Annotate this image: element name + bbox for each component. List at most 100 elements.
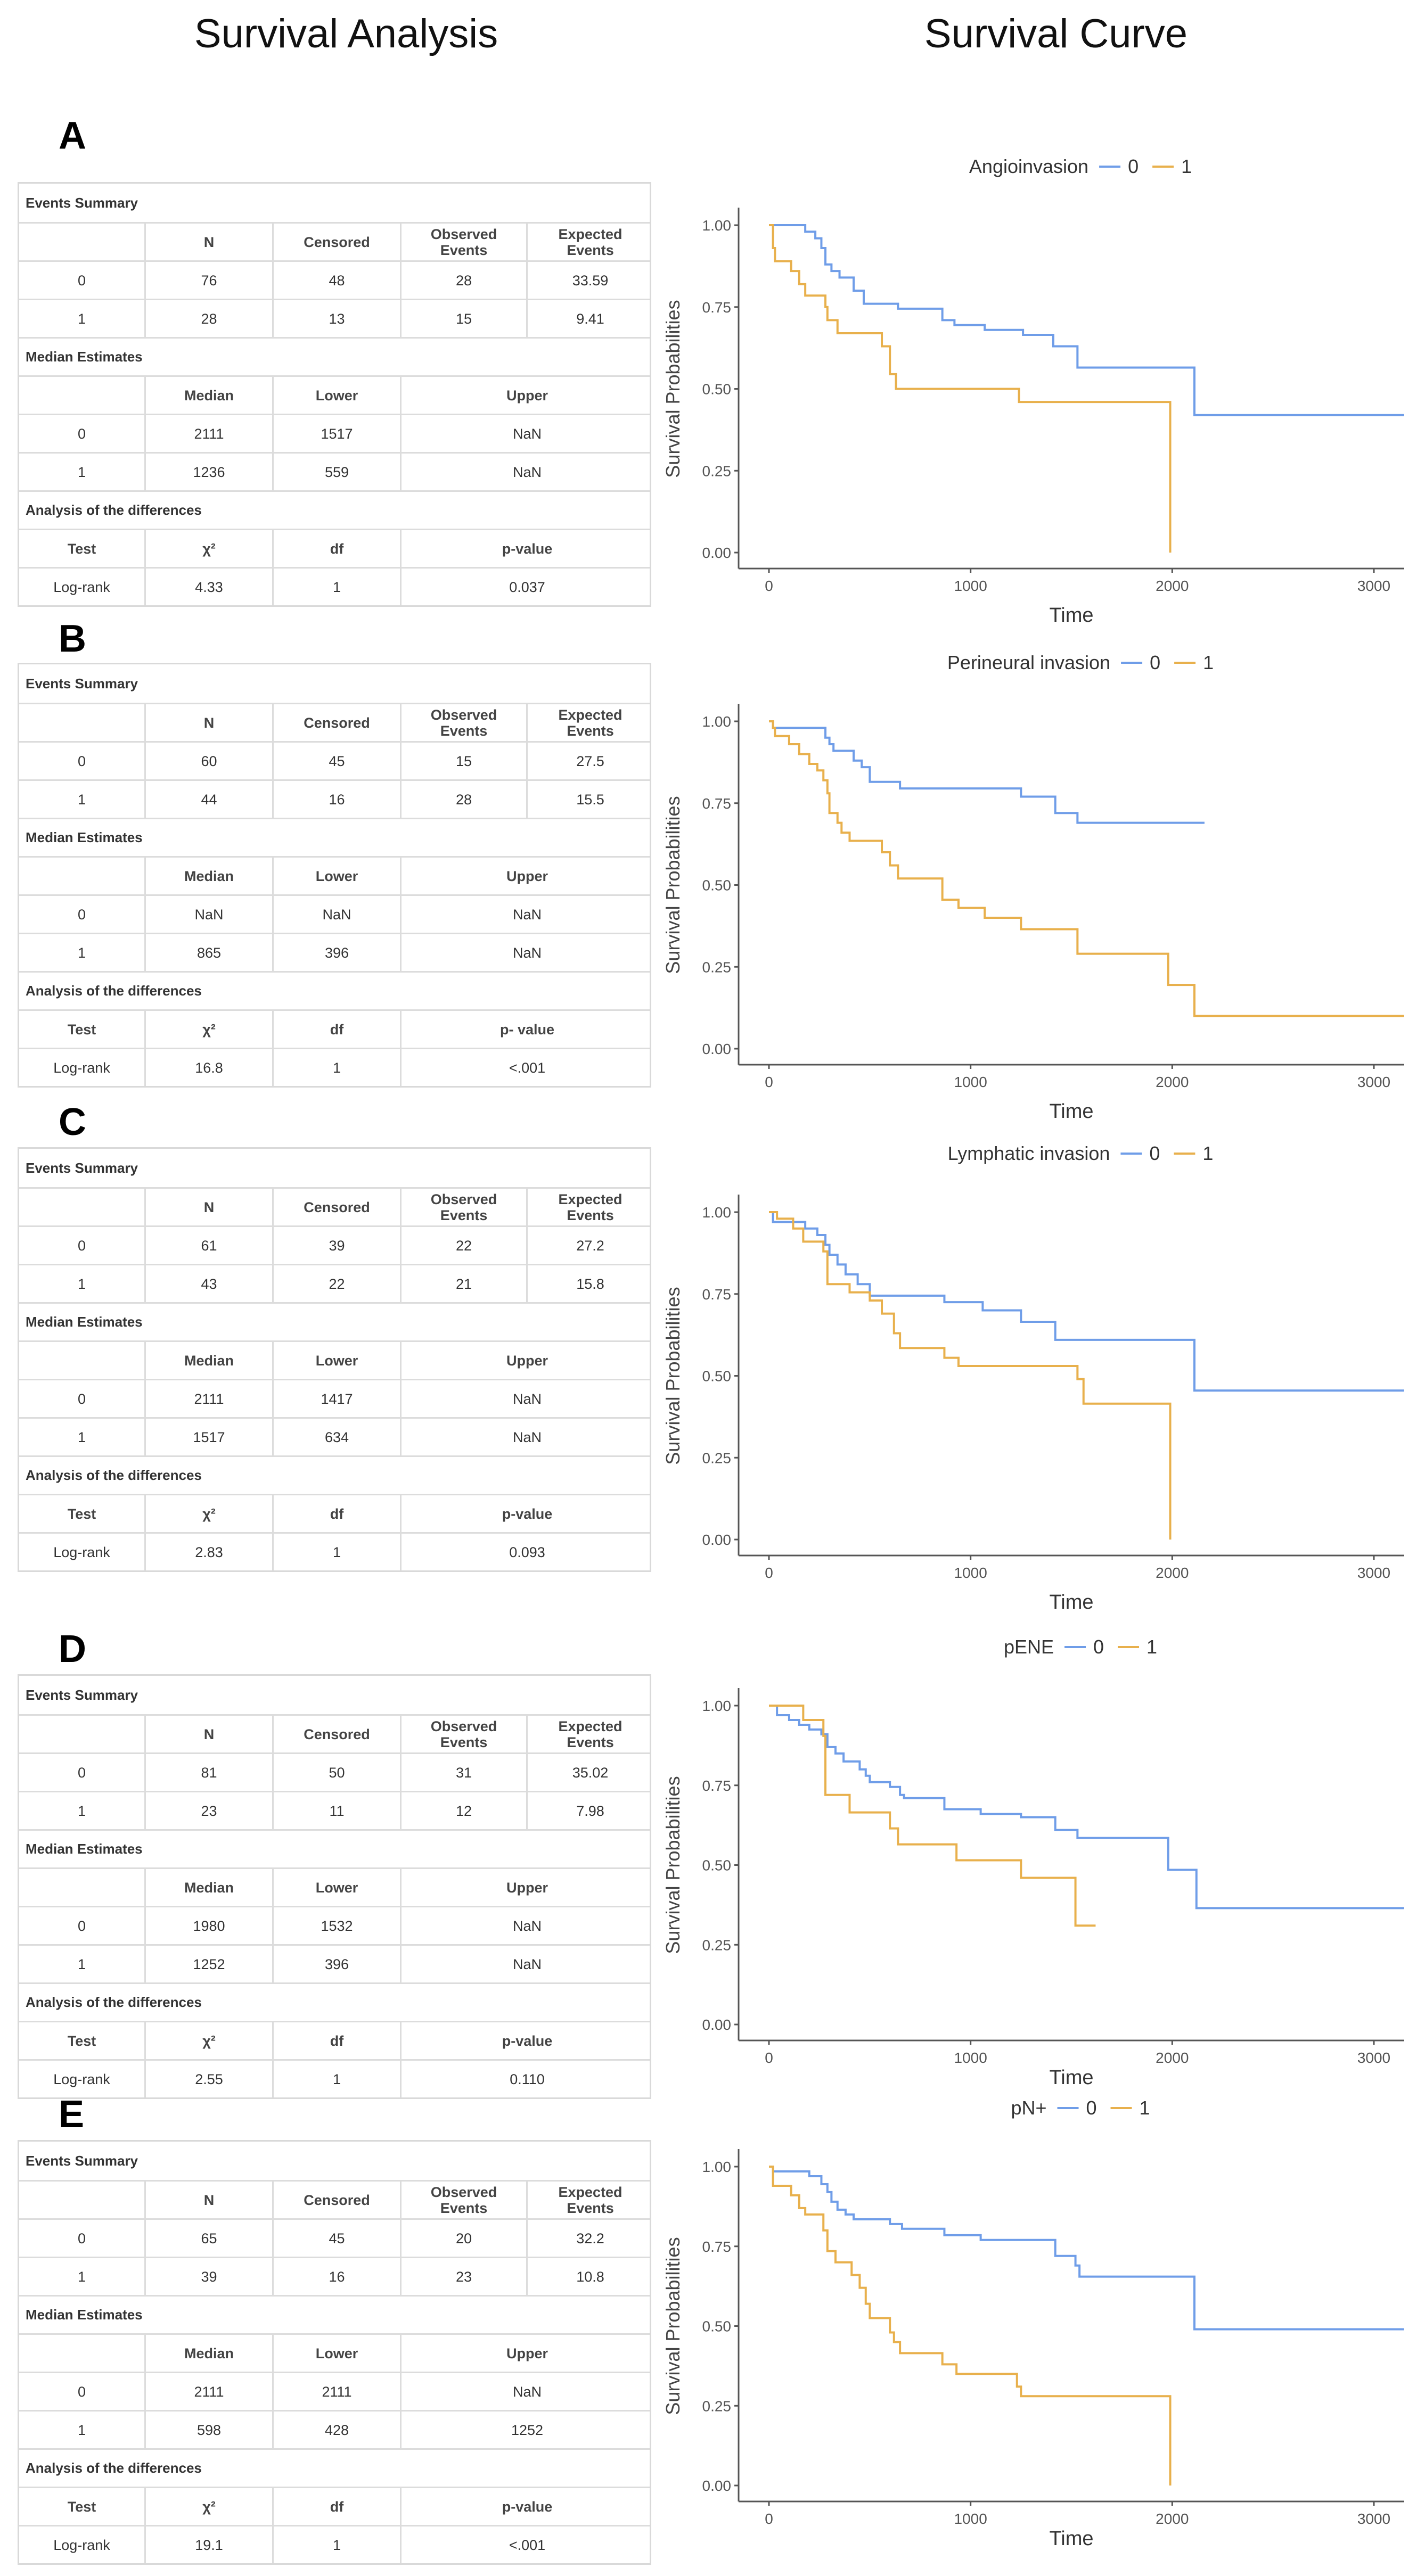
survival-table-d: Events Summary N Censored Observed Events Ex… <box>18 1674 651 2099</box>
column-header: Median <box>144 1342 272 1379</box>
cell-text: 27.5 <box>576 753 604 769</box>
cell-text: 1 <box>332 1059 341 1076</box>
legend-label-0: 0 <box>1128 155 1139 177</box>
x-tick-label: 3000 <box>1357 578 1390 594</box>
cell-text: NaN <box>512 2383 542 2400</box>
events-summary-row: 0 76 48 28 33.59 <box>19 260 650 299</box>
x-axis-title: Time <box>1049 2528 1093 2550</box>
cell-text: 19.1 <box>195 2537 223 2553</box>
y-axis-title: Survival Probabilities <box>662 300 684 478</box>
column-header: Expected Events <box>526 2182 653 2218</box>
table-cell: 598 <box>144 2412 272 2448</box>
column-header: Lower <box>272 2335 400 2372</box>
median-estimates-title: Median Estimates <box>26 2307 143 2323</box>
column-header: N <box>144 1716 272 1752</box>
y-tick-label: 1.00 <box>702 713 732 730</box>
cell-text: 1 <box>77 2422 86 2438</box>
column-header: df <box>272 1495 400 1532</box>
column-header: Upper <box>400 377 653 414</box>
cell-text: 1 <box>332 1544 341 1560</box>
cell-text: 43 <box>201 1275 217 1292</box>
cell-text: Upper <box>506 1352 548 1369</box>
cell-text: Test <box>67 2032 96 2049</box>
cell-text: 22 <box>455 1237 472 1254</box>
median-estimates-row: 1 1252 396 NaN <box>19 1944 650 1982</box>
analysis-row: Log-rank 2.55 1 0.110 <box>19 2059 650 2097</box>
table-cell: 0.037 <box>400 569 653 605</box>
table-cell: 35.02 <box>526 1754 653 1791</box>
survival-line-group-1 <box>769 2166 1172 2486</box>
legend-label-1: 1 <box>1181 155 1192 177</box>
x-tick-label: 3000 <box>1357 2511 1390 2527</box>
x-tick-label: 0 <box>765 578 773 594</box>
table-cell: 76 <box>144 262 272 299</box>
cell-text: 1517 <box>321 425 353 442</box>
cell-text: Lower <box>315 387 358 404</box>
column-header <box>19 858 144 894</box>
median-estimates-title: Median Estimates <box>26 349 143 365</box>
cell-text: Test <box>67 1021 96 1038</box>
survival-line-group-1 <box>769 1705 1096 1927</box>
column-header <box>19 1189 144 1225</box>
cell-text: 396 <box>324 1956 349 1972</box>
survival-curve-chart-c: 0.00 0.25 0.50 0.75 1.00 0 1000 2000 3000 Time Sur… <box>662 1142 1404 1614</box>
x-tick-label: 2000 <box>1156 578 1189 594</box>
table-cell: 0.093 <box>400 1534 653 1570</box>
table-cell: 27.2 <box>526 1227 653 1264</box>
cell-text: 28 <box>455 272 472 289</box>
table-cell: 1 <box>19 934 144 971</box>
cell-text: NaN <box>512 1956 542 1972</box>
table-cell: 0 <box>19 2220 144 2257</box>
legend-label-0: 0 <box>1086 2097 1097 2119</box>
survival-curve-chart-d: 0.00 0.25 0.50 0.75 1.00 0 1000 2000 3000 Time Sur… <box>662 1636 1404 2089</box>
column-header: Lower <box>272 858 400 894</box>
cell-text: Log-rank <box>53 1544 110 1560</box>
analysis-header: Test χ² df p-value <box>19 1494 650 1532</box>
column-header: p-value <box>400 1495 653 1532</box>
table-cell: 1 <box>19 2258 144 2295</box>
table-cell: Log-rank <box>19 2526 144 2563</box>
cell-text: Lower <box>315 2345 358 2361</box>
x-tick-label: 1000 <box>954 2050 987 2066</box>
column-header: p-value <box>400 530 653 567</box>
table-cell: 1517 <box>272 415 400 452</box>
cell-text: <.001 <box>509 2537 546 2553</box>
analysis-title-row: Analysis of the differences <box>19 2448 650 2487</box>
table-cell: 1517 <box>144 1419 272 1455</box>
events-summary-title-row: Events Summary <box>19 664 650 703</box>
cell-text: Upper <box>506 387 548 404</box>
cell-text: 559 <box>324 464 349 480</box>
y-tick-label: 0.75 <box>702 299 732 316</box>
table-cell: 33.59 <box>526 262 653 299</box>
table-cell: 16 <box>272 781 400 818</box>
cell-text: Median <box>184 2345 234 2361</box>
table-cell: 1 <box>272 2061 400 2097</box>
legend-label-0: 0 <box>1093 1636 1104 1658</box>
cell-text: 1 <box>332 579 341 595</box>
survival-line-group-0 <box>769 224 1404 416</box>
table-cell: 9.41 <box>526 300 653 337</box>
median-estimates-row: 0 2111 1517 NaN <box>19 414 650 452</box>
column-header: p-value <box>400 2488 653 2525</box>
cell-text: <.001 <box>509 1059 546 1076</box>
analysis-header: Test χ² df p-value <box>19 2487 650 2525</box>
cell-text: 61 <box>201 1237 217 1254</box>
events-summary-header: N Censored Observed Events Expected Events <box>19 2180 650 2218</box>
cell-text: 1252 <box>193 1956 225 1972</box>
table-cell: 50 <box>272 1754 400 1791</box>
analysis-title: Analysis of the differences <box>26 2460 202 2476</box>
table-cell: 0 <box>19 1907 144 1944</box>
legend-label-0: 0 <box>1149 1142 1160 1164</box>
cell-text: Observed Events <box>430 1191 497 1223</box>
median-estimates-title-row: Median Estimates <box>19 818 650 856</box>
table-cell: 15.5 <box>526 781 653 818</box>
cell-text: 428 <box>324 2422 349 2438</box>
column-header: χ² <box>144 2022 272 2059</box>
column-header: Censored <box>272 1716 400 1752</box>
cell-text: Expected Events <box>558 2184 623 2216</box>
events-summary-row: 1 28 13 15 9.41 <box>19 299 650 337</box>
x-tick-label: 0 <box>765 1074 773 1090</box>
cell-text: 1417 <box>321 1390 353 1407</box>
table-cell: 22 <box>400 1227 526 1264</box>
cell-text: Median <box>184 387 234 404</box>
